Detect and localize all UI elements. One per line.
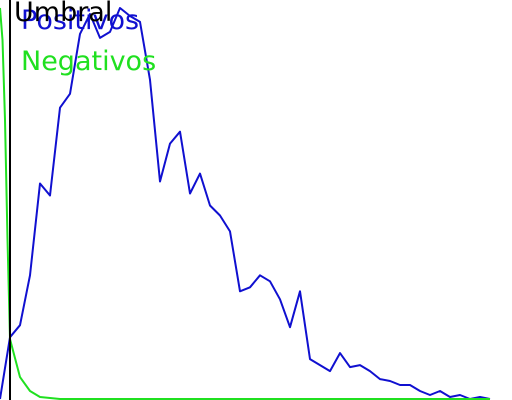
series-line-positivos (0, 7, 491, 400)
legend-negativos: Negativos (21, 46, 156, 77)
series-line-negativos (0, 7, 490, 400)
series-layer (0, 7, 491, 400)
legend-umbral: Umbral (14, 0, 112, 28)
legend-positivos: Positivos (21, 5, 139, 36)
legend: Positivos Negativos Umbral (14, 0, 156, 77)
